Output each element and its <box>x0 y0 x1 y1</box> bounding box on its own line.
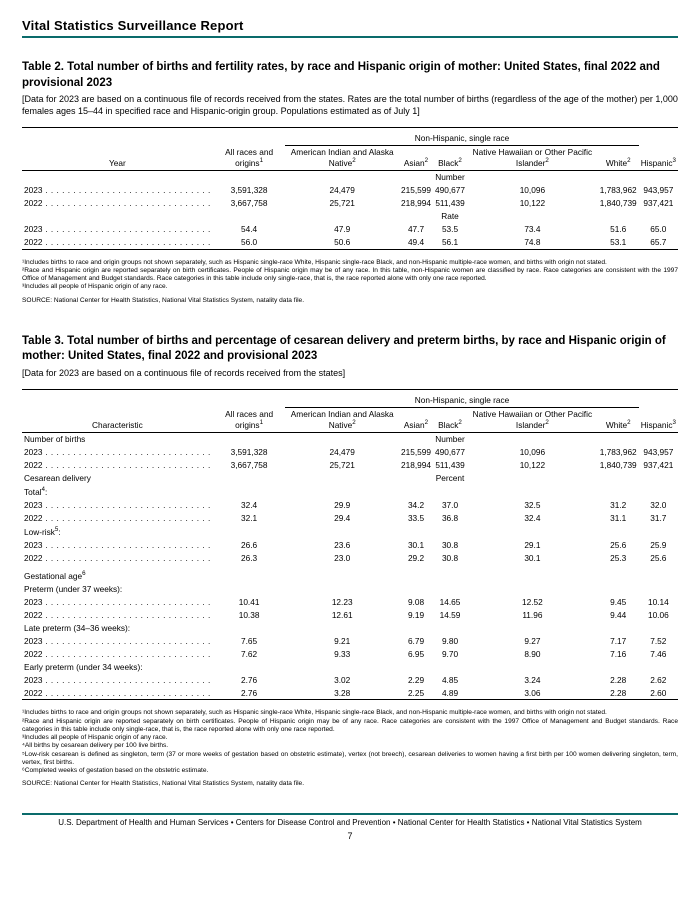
table3-group-header: Non-Hispanic, single race <box>285 390 638 408</box>
table2: Non-Hispanic, single race Year All races… <box>22 127 678 252</box>
label-nbirths: Number of births <box>22 432 213 446</box>
table-row: 2023 26.623.630.1 30.829.125.625.9 <box>22 538 678 551</box>
table3-subtitle: [Data for 2023 are based on a continuous… <box>22 368 678 380</box>
table-row: 2022 2.763.282.25 4.893.062.282.60 <box>22 686 678 700</box>
table3: Non-Hispanic, single race Characteristic… <box>22 389 678 703</box>
col-hisp: Hispanic3 <box>639 145 678 170</box>
table3-title: Table 3. Total number of births and perc… <box>22 334 678 365</box>
col-asian: Asian2 <box>399 145 433 170</box>
footer-text: U.S. Department of Health and Human Serv… <box>22 818 678 827</box>
page: Vital Statistics Surveillance Report Tab… <box>0 0 700 849</box>
footer: U.S. Department of Health and Human Serv… <box>22 813 678 841</box>
table-row: 2023 32.429.934.2 37.032.531.232.0 <box>22 498 678 511</box>
table-row: 2022 56.050.649.4 56.174.853.165.7 <box>22 236 678 250</box>
table-row: 2023 2.763.022.29 4.853.242.282.62 <box>22 673 678 686</box>
label-cesarean: Cesarean delivery <box>22 472 213 485</box>
table-row: 2022 3,667,75825,721218,994 511,43910,12… <box>22 459 678 472</box>
table-row: 2022 26.323.029.2 30.830.125.325.6 <box>22 551 678 564</box>
table3-footnotes: ¹Includes births to race and origin grou… <box>22 709 678 775</box>
label-lowrisk: Low-risk5: <box>22 524 213 538</box>
page-number: 7 <box>22 831 678 841</box>
col-nhpi: Native Hawaiian or Other Pacific Islande… <box>467 145 598 170</box>
table-row: 2023 54.447.947.7 53.573.451.665.0 <box>22 223 678 236</box>
col3-nhpi: Native Hawaiian or Other Pacific Islande… <box>467 407 598 432</box>
table-row: 2023 10.4112.239.08 14.6512.529.4510.14 <box>22 595 678 608</box>
section-rate: Rate <box>433 210 467 223</box>
table-row: 2023 3,591,32824,479215,599 490,67710,09… <box>22 184 678 197</box>
col-white: White2 <box>598 145 639 170</box>
table-row: 2022 7.629.336.95 9.708.907.167.46 <box>22 647 678 660</box>
label-earlypre: Early preterm (under 34 weeks): <box>22 660 213 673</box>
label-preterm: Preterm (under 37 weeks): <box>22 582 213 595</box>
table3-source: SOURCE: National Center for Health Stati… <box>22 780 678 787</box>
col3-asian: Asian2 <box>399 407 433 432</box>
label-total: Total4: <box>22 485 213 499</box>
section-percent: Percent <box>433 472 467 485</box>
table-row: 2023 7.659.216.79 9.809.277.177.52 <box>22 634 678 647</box>
col-char: Characteristic <box>22 407 213 432</box>
section-number: Number <box>433 170 467 184</box>
label-gest: Gestational age6 <box>22 564 213 582</box>
table2-title: Table 2. Total number of births and fert… <box>22 60 678 91</box>
table-row: 2022 3,667,75825,721218,994 511,43910,12… <box>22 197 678 210</box>
col-all: All races and origins1 <box>213 145 286 170</box>
table2-source: SOURCE: National Center for Health Stati… <box>22 297 678 304</box>
col-black: Black2 <box>433 145 467 170</box>
table2-footnotes: ¹Includes births to race and origin grou… <box>22 259 678 292</box>
section-number3: Number <box>433 432 467 446</box>
table-row: 2023 3,591,32824,479215,599 490,67710,09… <box>22 446 678 459</box>
table2-subtitle: [Data for 2023 are based on a continuous… <box>22 94 678 117</box>
col3-hisp: Hispanic3 <box>639 407 678 432</box>
col3-all: All races and origins1 <box>213 407 286 432</box>
col-year: Year <box>22 145 213 170</box>
table-row: 2022 10.3812.619.19 14.5911.969.4410.06 <box>22 608 678 621</box>
report-header: Vital Statistics Surveillance Report <box>22 18 678 38</box>
col3-aian: American Indian and Alaska Native2 <box>285 407 399 432</box>
table2-group-header: Non-Hispanic, single race <box>285 128 638 146</box>
col-aian: American Indian and Alaska Native2 <box>285 145 399 170</box>
col3-black: Black2 <box>433 407 467 432</box>
col3-white: White2 <box>598 407 639 432</box>
table-row: 2022 32.129.433.5 36.832.431.131.7 <box>22 511 678 524</box>
label-latepre: Late preterm (34–36 weeks): <box>22 621 213 634</box>
